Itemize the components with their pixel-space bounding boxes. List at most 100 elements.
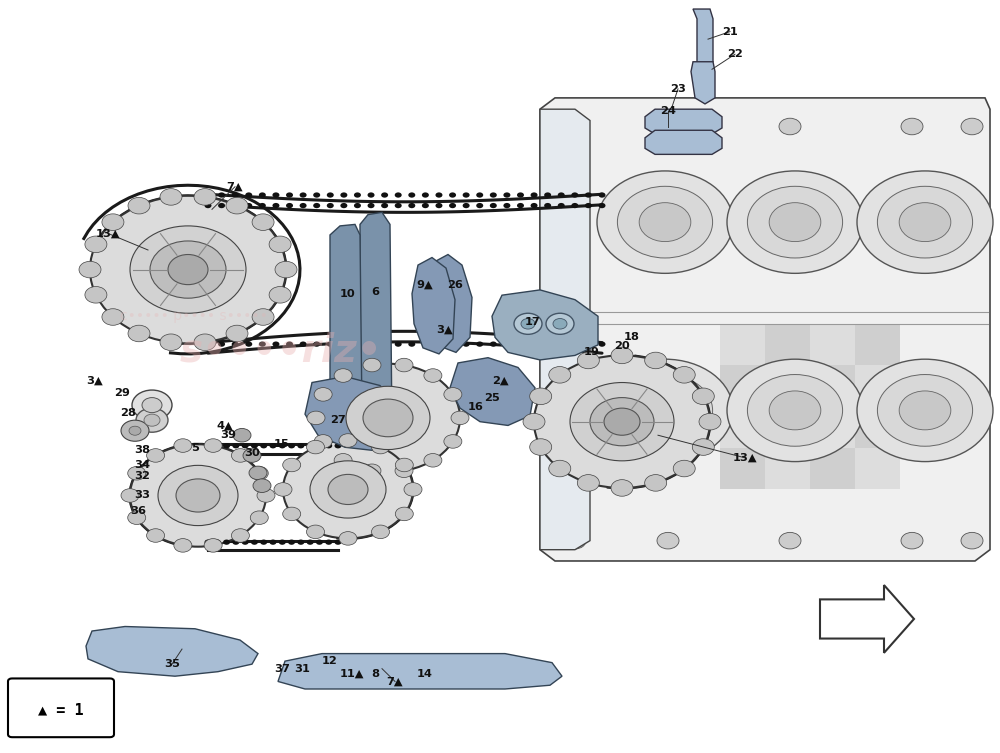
Circle shape (639, 203, 691, 242)
Bar (765, 365, 810, 407)
Circle shape (549, 460, 571, 477)
Circle shape (242, 443, 249, 448)
Polygon shape (540, 98, 990, 561)
Circle shape (233, 428, 251, 442)
Circle shape (857, 359, 993, 462)
Text: 8: 8 (371, 669, 379, 679)
Circle shape (147, 529, 165, 542)
Text: 15: 15 (274, 439, 290, 450)
Text: 7▲: 7▲ (227, 181, 243, 192)
Circle shape (604, 408, 640, 435)
Circle shape (517, 342, 524, 346)
Circle shape (598, 203, 606, 208)
Circle shape (699, 413, 721, 430)
Polygon shape (820, 585, 914, 653)
Circle shape (286, 342, 293, 346)
Circle shape (546, 313, 574, 334)
Circle shape (381, 203, 388, 208)
Circle shape (657, 118, 679, 135)
Circle shape (673, 367, 695, 383)
Circle shape (597, 359, 733, 462)
Circle shape (372, 441, 390, 454)
Circle shape (283, 458, 301, 471)
Circle shape (346, 386, 430, 450)
Circle shape (564, 532, 586, 549)
Text: 31: 31 (294, 663, 310, 674)
Circle shape (553, 319, 567, 329)
Circle shape (243, 449, 261, 462)
Circle shape (272, 193, 279, 198)
Bar (720, 448, 765, 489)
Polygon shape (693, 9, 713, 68)
Circle shape (128, 325, 150, 342)
Circle shape (404, 483, 422, 496)
Circle shape (194, 188, 216, 205)
Circle shape (142, 398, 162, 413)
Circle shape (232, 539, 239, 545)
Text: 21: 21 (722, 26, 738, 37)
Circle shape (490, 342, 497, 346)
Circle shape (463, 193, 470, 198)
Circle shape (260, 539, 267, 545)
Circle shape (424, 369, 442, 383)
Circle shape (194, 334, 216, 351)
Circle shape (503, 342, 510, 346)
Circle shape (128, 197, 150, 214)
Circle shape (422, 193, 429, 198)
Circle shape (306, 441, 324, 454)
Circle shape (340, 203, 347, 208)
Circle shape (325, 443, 332, 448)
Circle shape (245, 342, 252, 346)
Polygon shape (305, 376, 400, 450)
Circle shape (316, 364, 460, 472)
Text: 13▲: 13▲ (96, 228, 120, 239)
Circle shape (231, 529, 249, 542)
Circle shape (327, 342, 334, 346)
Circle shape (130, 226, 246, 313)
Circle shape (128, 466, 146, 480)
Circle shape (144, 414, 160, 426)
Circle shape (611, 480, 633, 496)
Circle shape (242, 539, 249, 545)
Circle shape (354, 203, 361, 208)
Circle shape (451, 411, 469, 425)
Bar (765, 324, 810, 365)
Circle shape (395, 358, 413, 372)
Circle shape (340, 193, 347, 198)
Circle shape (275, 261, 297, 278)
Bar (720, 365, 765, 407)
Circle shape (354, 342, 361, 346)
Circle shape (205, 443, 212, 448)
Text: 3▲: 3▲ (87, 375, 103, 386)
Circle shape (259, 203, 266, 208)
Text: 38: 38 (134, 445, 150, 456)
Circle shape (381, 342, 388, 346)
FancyBboxPatch shape (8, 678, 114, 737)
Circle shape (130, 444, 266, 547)
Text: s••••riz•: s••••riz• (180, 331, 383, 370)
Circle shape (90, 196, 286, 343)
Circle shape (514, 313, 542, 334)
Circle shape (531, 203, 538, 208)
Text: 19: 19 (584, 347, 600, 358)
Circle shape (585, 193, 592, 198)
Circle shape (571, 342, 578, 346)
Circle shape (129, 426, 141, 435)
Circle shape (307, 539, 314, 545)
Circle shape (961, 118, 983, 135)
Circle shape (259, 193, 266, 198)
Circle shape (257, 489, 275, 502)
Text: 28: 28 (120, 407, 136, 418)
Circle shape (307, 411, 325, 425)
Circle shape (490, 193, 497, 198)
Bar (810, 448, 855, 489)
Circle shape (136, 408, 168, 432)
Text: 37: 37 (274, 663, 290, 674)
Circle shape (857, 171, 993, 273)
Circle shape (747, 374, 843, 447)
Circle shape (334, 453, 352, 467)
Circle shape (245, 193, 252, 198)
Circle shape (597, 171, 733, 273)
Polygon shape (360, 212, 392, 441)
Circle shape (223, 443, 230, 448)
